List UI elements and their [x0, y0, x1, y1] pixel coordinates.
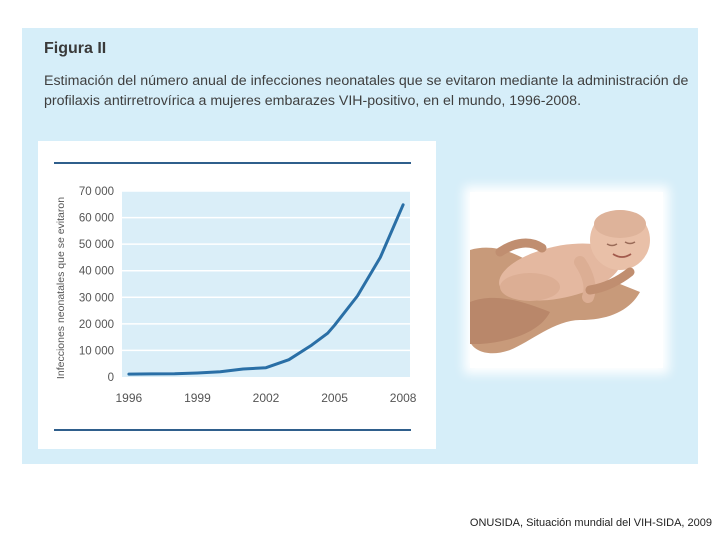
source-citation: ONUSIDA, Situación mundial del VIH-SIDA,…	[469, 517, 712, 529]
y-tick-label: 0	[108, 372, 114, 384]
y-tick-label: 60 000	[79, 213, 114, 225]
newborn-in-hands-image	[470, 210, 650, 354]
x-tick-label: 1999	[184, 391, 211, 405]
series-line	[127, 203, 405, 376]
plot-area	[122, 191, 410, 377]
x-tick-label: 2008	[390, 391, 417, 405]
y-tick-label: 30 000	[79, 292, 114, 304]
y-axis-label: Infecciones neonatales que se evitaron	[55, 197, 67, 379]
x-tick-label: 2005	[321, 391, 348, 405]
y-tick-label: 10 000	[79, 345, 114, 357]
y-tick-label: 20 000	[79, 319, 114, 331]
baby-photo	[470, 192, 663, 368]
y-tick-label: 40 000	[79, 266, 114, 278]
x-tick-label: 1996	[116, 391, 143, 405]
chart-container: 0 10 000 20 000 30 000 40 000 50 000 60 000 70 …	[38, 141, 436, 449]
figure-label: Figura II	[44, 40, 107, 57]
y-tick-label: 50 000	[79, 239, 114, 251]
x-tick-label: 2002	[253, 391, 280, 405]
figure-caption: Estimación del número anual de infeccion…	[44, 73, 689, 109]
line-chart: 0 10 000 20 000 30 000 40 000 50 000 60 000 70 …	[54, 162, 417, 431]
y-tick-label: 70 000	[79, 186, 114, 198]
